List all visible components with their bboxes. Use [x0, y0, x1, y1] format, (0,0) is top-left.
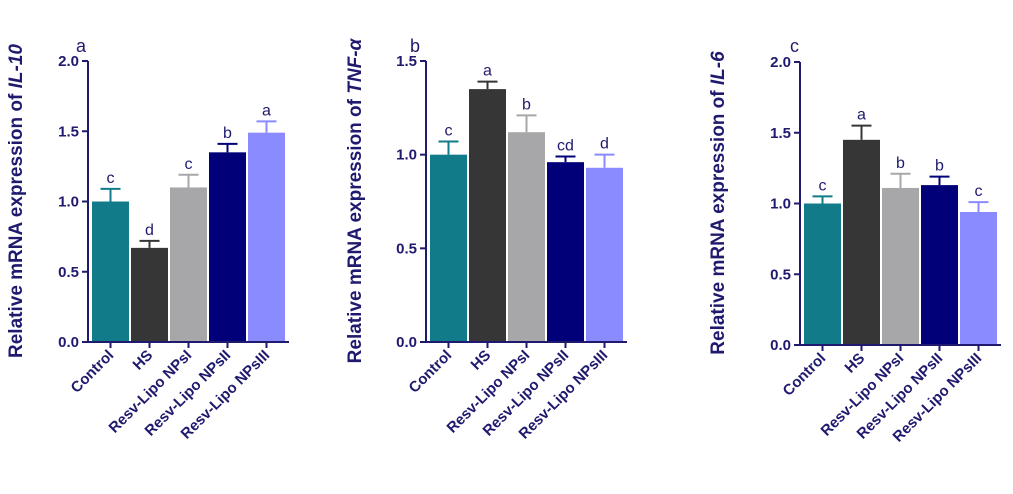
- y-tick-label: 0.5: [58, 264, 79, 281]
- panel-letter: b: [410, 36, 420, 56]
- category-label: Control: [406, 347, 456, 397]
- y-axis-label-gene: IL-10: [6, 44, 27, 89]
- y-tick-label: 1.5: [58, 123, 79, 140]
- y-axis-label: Relative mRNA expression of IL-10: [6, 44, 27, 358]
- significance-letter: b: [935, 158, 944, 175]
- significance-letter: c: [445, 123, 453, 140]
- bar-hs: [469, 89, 506, 342]
- y-axis-label: Relative mRNA expression of TNF-α: [345, 37, 366, 363]
- panel-tnf-alpha: b Relative mRNA expression of TNF-α c Contr…: [345, 36, 627, 443]
- bar-resv-lipo-npsi: [170, 187, 207, 342]
- bar-resv-lipo-npsii: [547, 162, 584, 342]
- significance-letter: a: [262, 102, 271, 119]
- bar-resv-lipo-npsiii: [586, 167, 623, 342]
- bar-control: [92, 201, 129, 342]
- bar-control: [430, 154, 467, 342]
- panel-il6: c Relative mRNA expression of IL-6 c Contro…: [708, 36, 1001, 446]
- panel-il10: a Relative mRNA expression of IL-10 c Contr…: [6, 36, 289, 443]
- bar-resv-lipo-npsii: [209, 152, 246, 342]
- bar-resv-lipo-npsiii: [248, 132, 285, 342]
- significance-letter: cd: [557, 138, 574, 155]
- significance-letter: b: [896, 155, 905, 172]
- y-tick-label: 1.0: [58, 194, 79, 211]
- y-tick-label: 0.5: [396, 240, 417, 257]
- y-axis-label: Relative mRNA expression of IL-6: [708, 51, 729, 355]
- y-axis-label-gene: TNF-α: [345, 37, 366, 93]
- y-tick-label: 1.5: [396, 53, 417, 70]
- significance-letter: c: [107, 170, 115, 187]
- y-tick-label: 1.5: [770, 125, 791, 142]
- y-tick-label: 2.0: [58, 53, 79, 70]
- y-tick-label: 0.0: [396, 334, 417, 351]
- y-tick-label: 0.0: [58, 334, 79, 351]
- y-axis-label-gene: IL-6: [708, 51, 729, 85]
- bar-resv-lipo-npsi: [508, 132, 545, 342]
- y-tick-label: 1.0: [396, 147, 417, 164]
- significance-letter: a: [483, 63, 492, 80]
- significance-letter: c: [819, 177, 827, 194]
- y-tick-label: 0.0: [770, 337, 791, 354]
- significance-letter: a: [857, 107, 866, 124]
- significance-letter: c: [975, 183, 983, 200]
- y-tick-label: 1.0: [770, 196, 791, 213]
- category-label: Control: [68, 347, 118, 397]
- bar-hs: [843, 139, 880, 345]
- bar-hs: [131, 247, 168, 342]
- significance-letter: b: [522, 96, 531, 113]
- significance-letter: b: [223, 125, 232, 142]
- category-label: HS: [842, 350, 869, 377]
- panel-letter: a: [76, 36, 87, 56]
- bar-resv-lipo-npsiii: [960, 211, 997, 345]
- bar-resv-lipo-npsi: [882, 187, 919, 345]
- category-label: HS: [130, 347, 157, 374]
- significance-letter: c: [185, 156, 193, 173]
- category-label: Control: [780, 350, 830, 400]
- category-label: HS: [468, 347, 495, 374]
- y-axis-label-prefix: Relative mRNA expression of: [708, 85, 729, 355]
- y-axis-label-prefix: Relative mRNA expression of: [6, 88, 27, 358]
- significance-letter: d: [600, 136, 609, 153]
- bar-resv-lipo-npsii: [921, 185, 958, 345]
- panel-letter: c: [790, 36, 799, 56]
- y-tick-label: 0.5: [770, 266, 791, 283]
- significance-letter: d: [145, 222, 154, 239]
- bar-control: [804, 203, 841, 345]
- y-tick-label: 2.0: [770, 54, 791, 71]
- y-axis-label-prefix: Relative mRNA expression of: [345, 94, 366, 364]
